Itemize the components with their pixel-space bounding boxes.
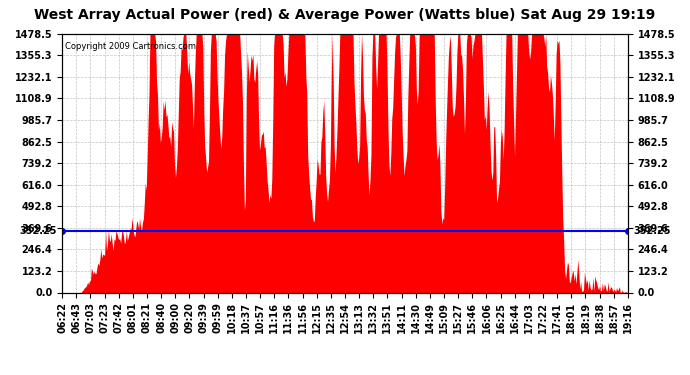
Text: 352.25: 352.25 (633, 226, 671, 236)
Text: Copyright 2009 Cartronics.com: Copyright 2009 Cartronics.com (65, 42, 196, 51)
Text: West Array Actual Power (red) & Average Power (Watts blue) Sat Aug 29 19:19: West Array Actual Power (red) & Average … (34, 8, 655, 21)
Text: 352.25: 352.25 (19, 226, 57, 236)
